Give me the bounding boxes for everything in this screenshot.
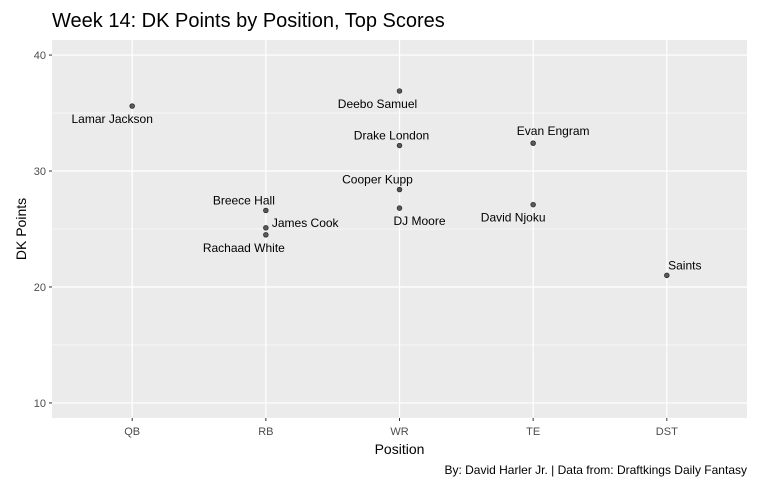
- y-tick-label: 10: [34, 398, 46, 410]
- point-dj-moore: [396, 205, 403, 211]
- point-evan-engram: [530, 140, 536, 146]
- y-tick-label: 40: [34, 50, 46, 62]
- x-tick-label-te: TE: [526, 426, 540, 438]
- x-axis-title: Position: [375, 441, 425, 457]
- point-james-cook: [263, 225, 269, 231]
- y-tick-label: 20: [34, 282, 46, 294]
- point-cooper-kupp: [396, 186, 403, 193]
- x-tick-label-rb: RB: [258, 426, 273, 438]
- point-rachaad-white: [263, 232, 269, 238]
- x-axis: QB RB WR TE DST: [124, 418, 678, 438]
- label-breece-hall: Breece Hall: [213, 193, 275, 207]
- label-cooper-kupp: Cooper Kupp: [342, 173, 413, 187]
- x-tick-label-qb: QB: [124, 426, 140, 438]
- label-james-cook: James Cook: [272, 216, 340, 230]
- point-labels: Lamar Jackson Breece Hall James Cook Rachaa…: [72, 97, 702, 272]
- label-lamar-jackson: Lamar Jackson: [72, 112, 153, 126]
- label-rachaad-white: Rachaad White: [203, 241, 285, 255]
- label-dj-moore: DJ Moore: [393, 214, 445, 228]
- label-saints: Saints: [668, 258, 701, 272]
- point-david-njoku: [530, 201, 536, 208]
- x-tick-label-dst: DST: [656, 426, 678, 438]
- point-saints: [664, 272, 670, 279]
- label-evan-engram: Evan Engram: [517, 124, 590, 138]
- point-drake-london: [396, 142, 403, 149]
- point-breece-hall: [263, 207, 269, 214]
- y-axis: 10 20 30 40: [34, 50, 52, 410]
- y-axis-title: DK Points: [13, 198, 29, 260]
- y-tick-label: 30: [34, 166, 46, 178]
- x-tick-label-wr: WR: [390, 426, 408, 438]
- chart-caption: By: David Harler Jr. | Data from: Draftk…: [444, 463, 747, 477]
- chart-title: Week 14: DK Points by Position, Top Scor…: [52, 10, 445, 32]
- grid-major: [52, 40, 747, 418]
- label-drake-london: Drake London: [354, 129, 429, 143]
- point-lamar-jackson: [129, 103, 135, 109]
- point-deebo-samuel: [396, 88, 403, 94]
- label-deebo-samuel: Deebo Samuel: [338, 97, 417, 111]
- label-david-njoku: David Njoku: [481, 211, 546, 225]
- data-points: [129, 88, 670, 279]
